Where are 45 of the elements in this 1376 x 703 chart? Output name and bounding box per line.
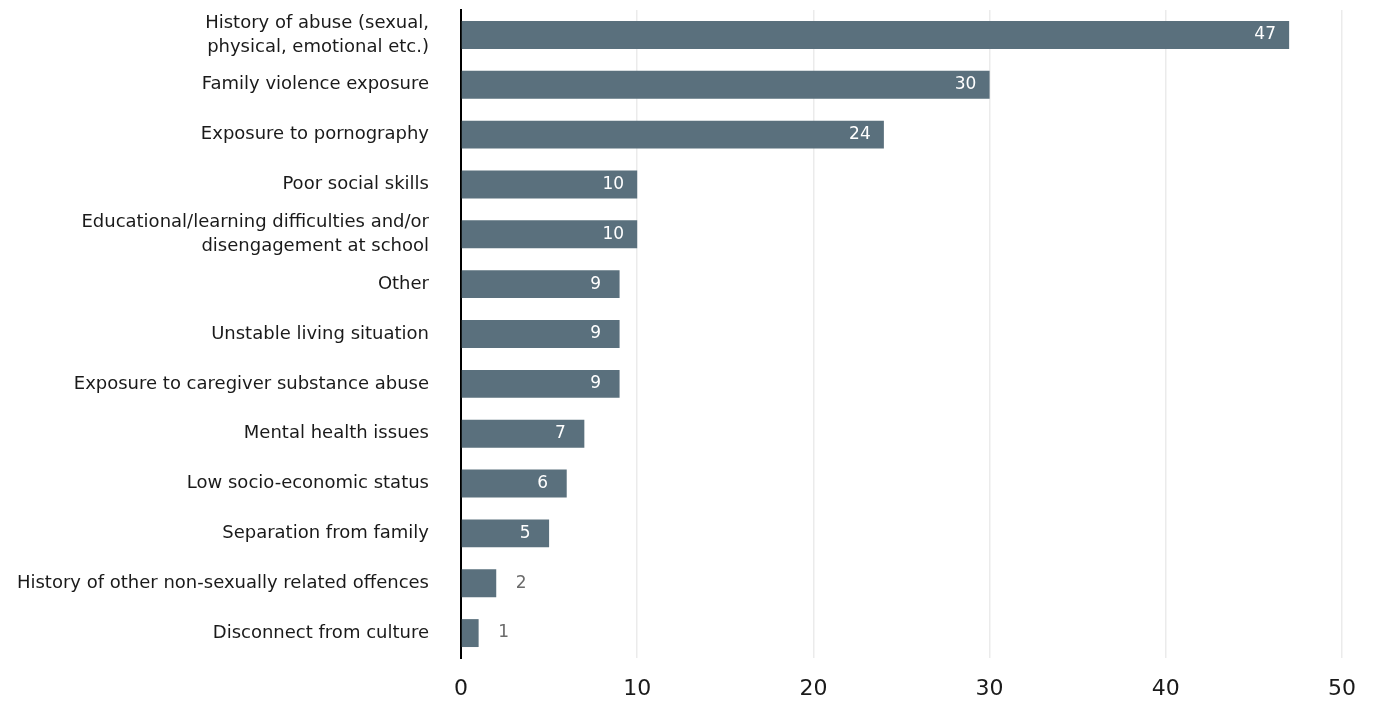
bar [461,320,620,348]
bar [461,519,550,548]
bar [461,170,638,199]
bar [461,20,1290,49]
data-label: 10 [602,172,625,193]
data-label: 24 [849,123,871,144]
x-tick-label: 50 [1328,674,1356,700]
y-tick-label: Exposure to caregiver substance abuse [73,371,429,393]
x-tick-label: 20 [799,674,828,700]
data-label: 9 [590,322,601,343]
y-tick-label: Poor social skills [282,172,429,194]
y-tick-label: Mental health issues [243,421,429,443]
y-tick-label: Unstable living situation [211,321,429,343]
bar [461,270,620,299]
bar [461,369,620,398]
data-label: 7 [554,422,566,443]
y-tick-label: Separation from family [222,521,430,543]
y-tick-label: History of abuse (sexual, physical, emotional etc.) [205,10,429,56]
x-tick-label: 0 [454,674,468,700]
data-label: 9 [590,372,601,393]
y-tick-label: Other [377,271,430,293]
bar [461,419,585,448]
data-label: 1 [498,621,510,642]
y-tick-label: Educational/learning difficulties and/or disengagement at school [81,210,430,255]
bar [461,120,884,149]
y-tick-label: Low socio-economic status [186,471,429,493]
y-tick-label: History of other non-sexually related offences [16,570,429,592]
bar [461,619,479,648]
x-tick-label: 40 [1151,674,1180,700]
bar [461,569,497,598]
data-label: 30 [954,73,977,94]
data-label: 9 [590,272,601,293]
data-label: 47 [1254,23,1276,44]
data-label: 10 [602,222,625,243]
y-tick-label: Disconnect from culture [212,620,429,642]
bar [461,469,567,498]
data-label: 6 [537,471,549,492]
x-tick-label: 10 [623,674,652,700]
data-label: 2 [515,571,527,592]
x-tick-label: 30 [975,674,1004,700]
bar [461,220,638,249]
bar [461,70,990,99]
y-tick-label: Family violence exposure [201,72,429,94]
data-label: 5 [519,521,531,542]
y-tick-label: Exposure to pornography [200,122,430,144]
